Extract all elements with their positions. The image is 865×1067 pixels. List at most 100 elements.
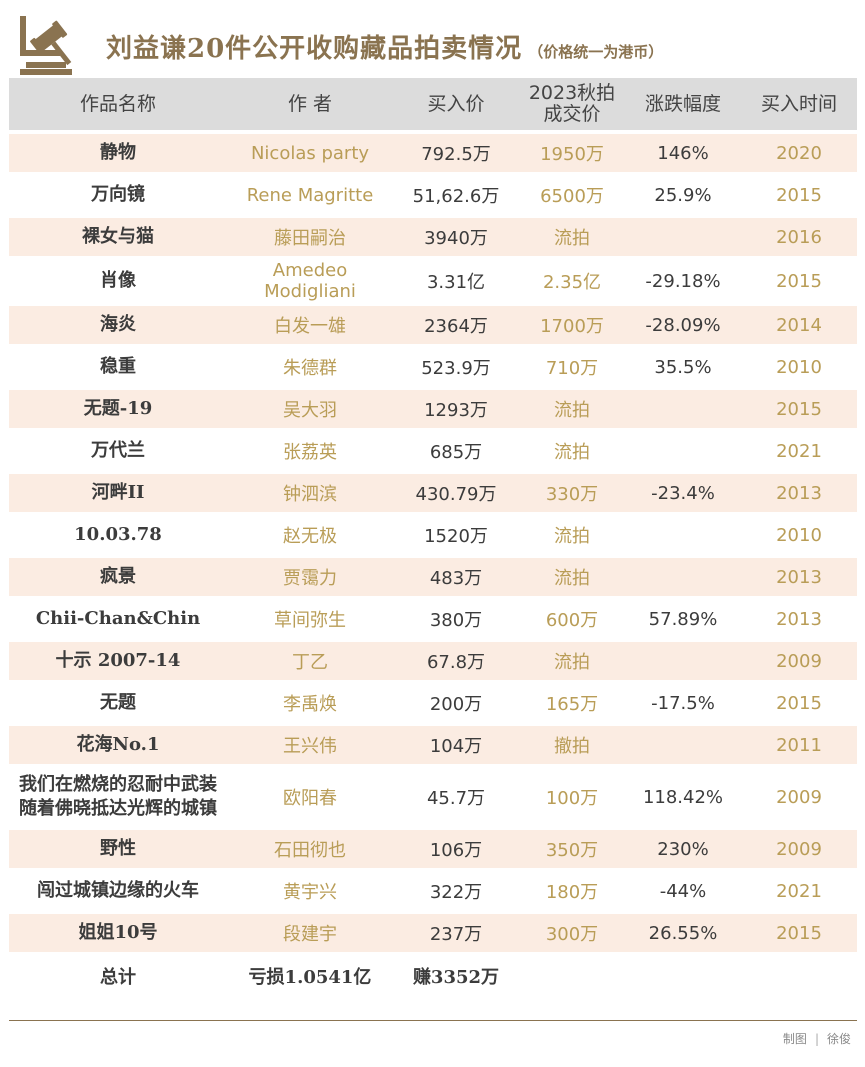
table-row: Chii-Chan&Chin 草间弥生 380万 600万 57.89% 2013 — [9, 596, 857, 640]
sale-price: 100万 — [519, 764, 625, 828]
artwork-name: 闯过城镇边缘的火车 — [9, 868, 227, 912]
change-percent — [625, 638, 741, 682]
artist-name: Amedeo Modigliani — [227, 256, 393, 304]
buy-price: 792.5万 — [393, 130, 519, 174]
sale-price: 350万 — [519, 826, 625, 870]
buy-price: 2364万 — [393, 302, 519, 346]
buy-price: 322万 — [393, 868, 519, 912]
artwork-name: 疯景 — [9, 554, 227, 598]
change-percent: -44% — [625, 868, 741, 912]
table-row: 姐姐10号 段建宇 237万 300万 26.55% 2015 — [9, 910, 857, 954]
change-percent: 26.55% — [625, 910, 741, 954]
artwork-name: 十示 2007-14 — [9, 638, 227, 682]
buy-year: 2015 — [741, 256, 857, 304]
buy-year: 2009 — [741, 764, 857, 828]
change-percent: 25.9% — [625, 172, 741, 216]
change-percent — [625, 722, 741, 766]
artist-name: Nicolas party — [227, 130, 393, 174]
artwork-name: 河畔II — [9, 470, 227, 514]
table-row: 无题 李禹焕 200万 165万 -17.5% 2015 — [9, 680, 857, 724]
artwork-name: 我们在燃烧的忍耐中武装 随着佛晓抵达光辉的城镇 — [9, 764, 227, 828]
sale-price: 2.35亿 — [519, 256, 625, 304]
header: 刘益谦20件公开收购藏品拍卖情况 （价格统一为港币） — [10, 10, 855, 78]
artist-name: 王兴伟 — [227, 722, 393, 766]
total-row: 总计 亏损1.0541亿 赚3352万 — [9, 952, 857, 996]
artist-name: 贾霭力 — [227, 554, 393, 598]
table-row: 肖像 Amedeo Modigliani 3.31亿 2.35亿 -29.18% 2015 — [9, 256, 857, 304]
buy-price: 430.79万 — [393, 470, 519, 514]
sale-price: 流拍 — [519, 386, 625, 430]
table-row: 无题-19 吴大羽 1293万 流拍 2015 — [9, 386, 857, 430]
change-percent — [625, 214, 741, 258]
column-header: 作 者 — [287, 92, 333, 115]
artwork-name: 稳重 — [9, 344, 227, 388]
change-percent: -28.09% — [625, 302, 741, 346]
change-percent: 230% — [625, 826, 741, 870]
sale-price: 600万 — [519, 596, 625, 640]
column-header: 作品名称 — [79, 92, 156, 115]
column-header: 买入价 — [427, 92, 485, 115]
buy-year: 2013 — [741, 470, 857, 514]
buy-price: 1520万 — [393, 512, 519, 556]
sale-price: 710万 — [519, 344, 625, 388]
empty-cell — [741, 952, 857, 996]
buy-year: 2015 — [741, 680, 857, 724]
artist-name: 黄宇兴 — [227, 868, 393, 912]
artist-name: 段建宇 — [227, 910, 393, 954]
artwork-name: 海炎 — [9, 302, 227, 346]
buy-price: 3940万 — [393, 214, 519, 258]
artwork-name: Chii-Chan&Chin — [9, 596, 227, 640]
buy-year: 2010 — [741, 512, 857, 556]
auction-table: 作品名称 作 者 买入价 2023秋拍 成交价 涨跌幅度 买入时间 静物 Nicolas p… — [9, 78, 857, 996]
artist-name: 藤田嗣治 — [227, 214, 393, 258]
table-row: 稳重 朱德群 523.9万 710万 35.5% 2010 — [9, 344, 857, 388]
buy-price: 3.31亿 — [393, 256, 519, 304]
artwork-name: 姐姐10号 — [9, 910, 227, 954]
total-label: 总计 — [9, 952, 227, 996]
artist-name: 李禹焕 — [227, 680, 393, 724]
total-loss: 亏损1.0541亿 — [227, 952, 393, 996]
buy-year: 2014 — [741, 302, 857, 346]
change-percent — [625, 428, 741, 472]
buy-price: 685万 — [393, 428, 519, 472]
table-row: 万代兰 张荔英 685万 流拍 2021 — [9, 428, 857, 472]
buy-year: 2015 — [741, 172, 857, 216]
table-row: 裸女与猫 藤田嗣治 3940万 流拍 2016 — [9, 214, 857, 258]
sale-price: 330万 — [519, 470, 625, 514]
sale-price: 流拍 — [519, 428, 625, 472]
change-percent: 57.89% — [625, 596, 741, 640]
buy-year: 2016 — [741, 214, 857, 258]
artwork-name: 万代兰 — [9, 428, 227, 472]
chart-title: 刘益谦20件公开收购藏品拍卖情况 — [106, 34, 523, 64]
table-row: 海炎 白发一雄 2364万 1700万 -28.09% 2014 — [9, 302, 857, 346]
sale-price: 165万 — [519, 680, 625, 724]
buy-price: 104万 — [393, 722, 519, 766]
buy-price: 483万 — [393, 554, 519, 598]
artist-name: 钟泗滨 — [227, 470, 393, 514]
artist-name: 欧阳春 — [227, 764, 393, 828]
artist-name: 朱德群 — [227, 344, 393, 388]
table-row: 疯景 贾霭力 483万 流拍 2013 — [9, 554, 857, 598]
sale-price: 1700万 — [519, 302, 625, 346]
change-percent: 35.5% — [625, 344, 741, 388]
table-row: 野性 石田彻也 106万 350万 230% 2009 — [9, 826, 857, 870]
credit: 制图 | 徐俊 — [783, 1030, 851, 1047]
sale-price: 1950万 — [519, 130, 625, 174]
table-row: 闯过城镇边缘的火车 黄宇兴 322万 180万 -44% 2021 — [9, 868, 857, 912]
artwork-name: 静物 — [9, 130, 227, 174]
table-row: 河畔II 钟泗滨 430.79万 330万 -23.4% 2013 — [9, 470, 857, 514]
artwork-name: 无题 — [9, 680, 227, 724]
artist-name: 吴大羽 — [227, 386, 393, 430]
column-header: 买入时间 — [760, 92, 837, 115]
sale-price: 流拍 — [519, 214, 625, 258]
gavel-icon — [20, 16, 72, 75]
empty-cell — [519, 952, 625, 996]
chart-subtitle: （价格统一为港币） — [528, 43, 664, 61]
column-header: 2023秋拍 成交价 — [528, 82, 616, 125]
header-row: 作品名称 作 者 买入价 2023秋拍 成交价 涨跌幅度 买入时间 — [9, 78, 857, 132]
artwork-name: 花海No.1 — [9, 722, 227, 766]
artwork-name: 无题-19 — [9, 386, 227, 430]
buy-price: 67.8万 — [393, 638, 519, 682]
artist-name: 张荔英 — [227, 428, 393, 472]
change-percent: 118.42% — [625, 764, 741, 828]
